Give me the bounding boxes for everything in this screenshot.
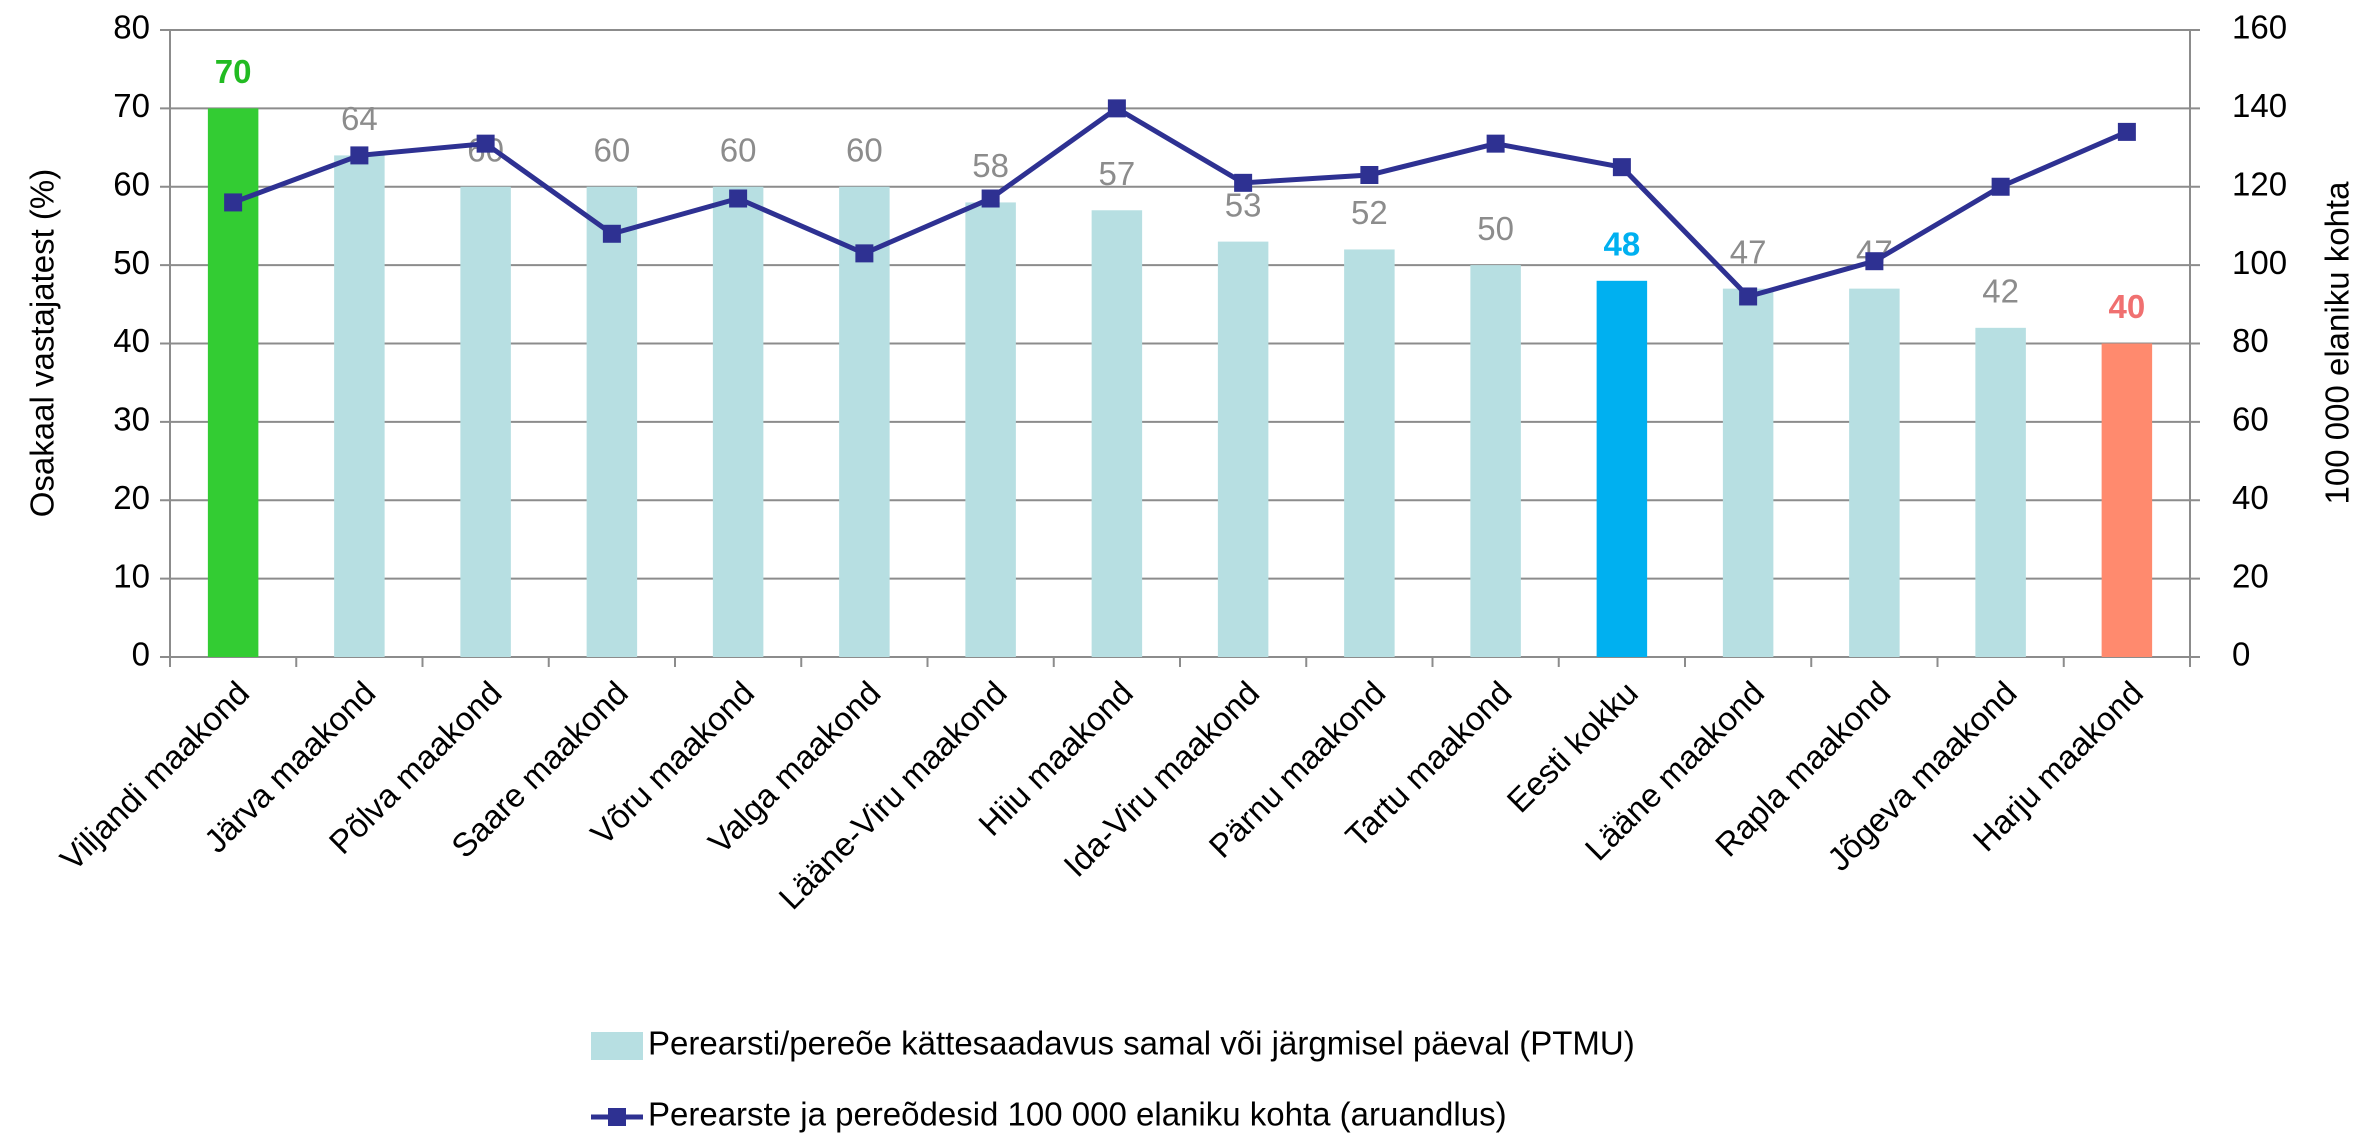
marker [981,189,1000,208]
y2-tick-label: 100 [2232,244,2287,281]
data-label: 50 [1477,210,1514,247]
data-label: 60 [594,131,631,168]
marker [1107,99,1126,118]
data-label: 64 [341,100,378,137]
legend-swatch [608,1108,626,1126]
y2-tick-label: 140 [2232,87,2287,124]
marker [602,224,621,243]
bar [1344,249,1395,657]
y2-tick-label: 160 [2232,9,2287,46]
x-tick-label: Lääne-Viru maakond [771,674,1013,916]
bar [1722,288,1774,657]
bar [1217,241,1269,658]
y2-tick-label: 20 [2232,557,2269,594]
bar [1596,280,1648,657]
marker [1739,287,1758,306]
y-tick-label: 10 [113,557,150,594]
marker [729,189,748,208]
y2-tick-label: 40 [2232,479,2269,516]
data-label: 58 [972,147,1009,184]
bar [1470,265,1521,657]
bar [839,186,890,657]
data-label: 53 [1225,186,1262,223]
legend-swatch [591,1032,643,1060]
y-tick-label: 20 [113,479,150,516]
y-tick-label: 30 [113,401,150,438]
y-tick-label: 80 [113,9,150,46]
bar [2101,343,2153,657]
marker [855,244,874,263]
y2-tick-label: 60 [2232,401,2269,438]
y-tick-label: 70 [113,87,150,124]
bar [1849,288,1900,657]
data-label: 60 [846,131,883,168]
marker [1865,252,1884,271]
bar [965,202,1016,658]
y2-tick-label: 120 [2232,165,2287,202]
bar [460,186,511,657]
y2-tick-label: 0 [2232,636,2250,673]
legend-label: Perearsti/pereõe kättesaadavus samal või… [648,1025,1635,1062]
data-label: 52 [1351,194,1388,231]
data-label: 57 [1099,155,1136,192]
y-tick-label: 0 [132,636,150,673]
bar [334,155,385,657]
y2-tick-label: 80 [2232,322,2269,359]
line [232,105,2128,300]
data-label: 42 [1982,273,2019,310]
marker [224,193,243,212]
marker [1234,173,1253,192]
bar [586,186,638,657]
marker [1612,158,1631,177]
y2-axis-title: 100 000 elaniku kohta [2319,181,2356,505]
marker [1486,134,1505,153]
data-label: 48 [1604,226,1641,263]
bar [207,108,259,657]
bar [1975,327,2026,657]
bar [712,186,764,657]
bar [1091,210,1143,657]
marker [1360,165,1379,184]
y-tick-label: 60 [113,165,150,202]
y-tick-label: 40 [113,322,150,359]
marker [2117,122,2136,141]
legend-label: Perearste ja pereõdesid 100 000 elaniku … [648,1096,1507,1133]
marker [1991,177,2010,196]
marker [350,146,369,165]
data-label: 40 [2109,288,2146,325]
data-label: 70 [215,53,252,90]
y-axis-title: Osakaal vastajatest (%) [24,169,61,517]
data-label: 60 [720,131,757,168]
marker [476,134,495,153]
data-label: 47 [1730,233,1767,270]
y-tick-label: 50 [113,244,150,281]
